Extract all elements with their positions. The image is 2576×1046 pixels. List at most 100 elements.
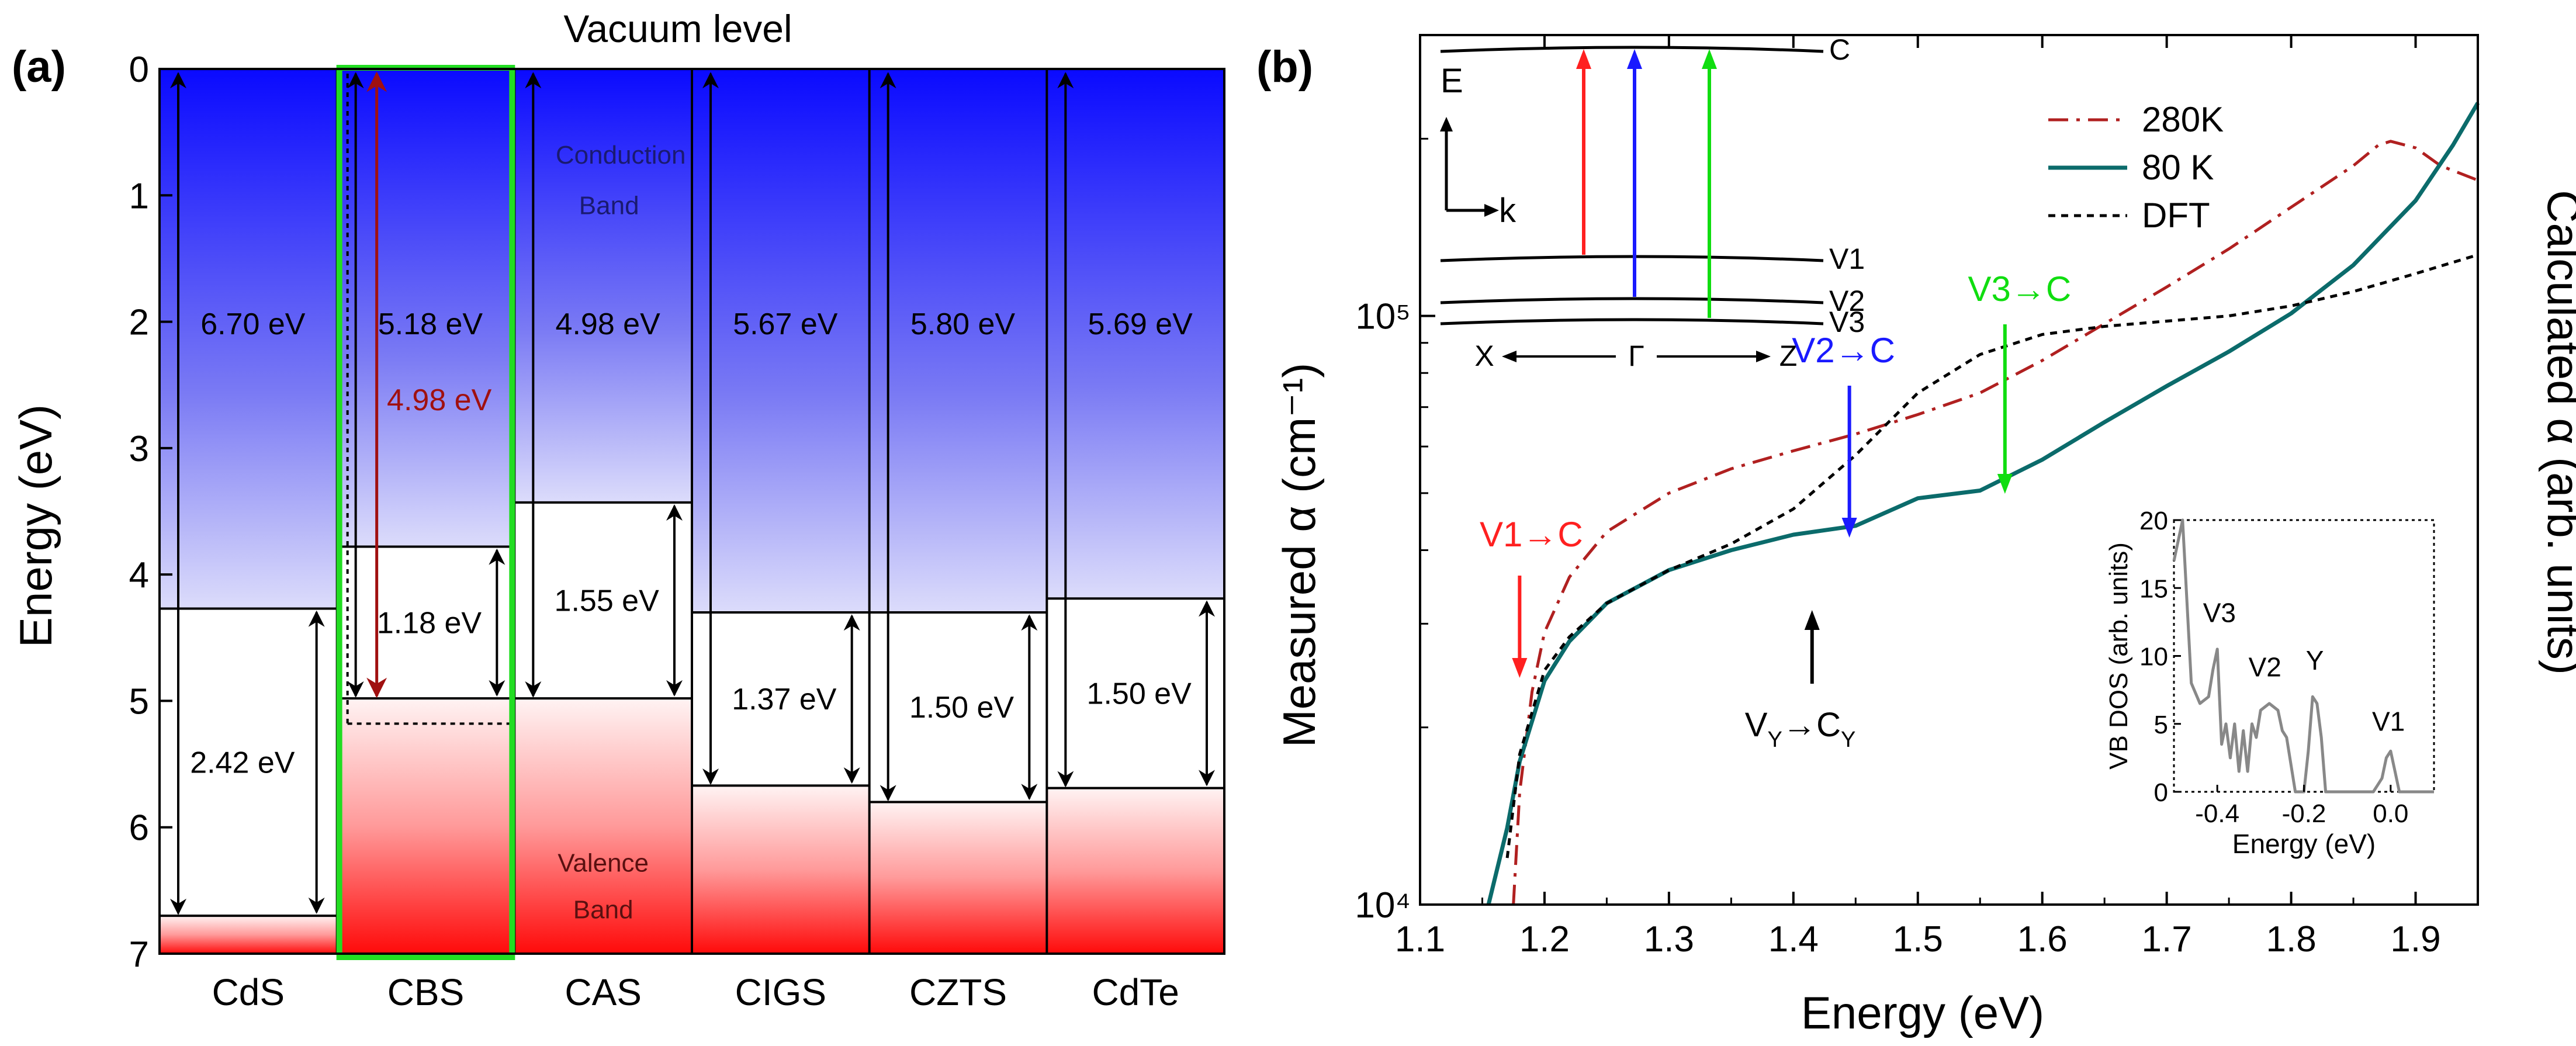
valence-band-region-cas <box>514 698 692 954</box>
panel-b-x-tick-label: 1.6 <box>2017 919 2068 960</box>
panel-a-y-tick-label: 5 <box>129 681 149 722</box>
dos-peak-label-v1: V1 <box>2372 706 2405 736</box>
ionization-label-cds: 6.70 eV <box>200 307 306 341</box>
legend: 280K 80 K DFT <box>2048 100 2224 235</box>
inset-k-label-gamma: Γ <box>1628 340 1644 372</box>
panel-b-left-y-axis-label: Measured α (cm⁻¹) <box>1273 363 1325 747</box>
inset-band-label-v2: V2 <box>1829 285 1865 317</box>
panel-b-x-tick-label: 1.1 <box>1395 919 1445 960</box>
panel-b-frame <box>1419 34 2479 906</box>
inset-band-line-c <box>1440 46 1824 53</box>
panel-b-x-tick-label: 1.5 <box>1893 919 1943 960</box>
ionization-label-czts: 5.80 eV <box>910 307 1016 341</box>
conduction-band-region-cdte <box>1047 69 1224 599</box>
panel-b-x-tick-label: 1.2 <box>1519 919 1570 960</box>
inset-band-line-v1 <box>1440 255 1824 262</box>
panel-b-x-tick-label: 1.7 <box>2142 919 2192 960</box>
conduction-band-region-cigs <box>692 69 870 613</box>
annotation-v2-c: V2→C <box>1792 331 1895 370</box>
series-80k <box>1486 102 2480 905</box>
annotation-part: V <box>1745 706 1768 744</box>
panel-a-y-tick-label: 0 <box>129 50 149 90</box>
dos-x-tick-label: -0.2 <box>2282 799 2326 828</box>
panel-a-y-tick-label: 6 <box>129 808 149 848</box>
panel-a-category-labels: CdS CBS CAS CIGS CZTS CdTe <box>212 971 1179 1013</box>
panel-b-right-y-axis-label: Calculated α (arb. units) <box>2538 190 2576 675</box>
inset-k-axis-arrow-head <box>1484 204 1499 217</box>
inset-band-line-v2 <box>1440 297 1824 304</box>
valence-band-region-cdte <box>1047 788 1224 954</box>
panel-a-label: (a) <box>12 42 66 92</box>
cbs-alt-ionization-label: 4.98 eV <box>387 383 492 417</box>
inset-band-label-c: C <box>1829 33 1850 66</box>
bandgap-label-cbs: 1.18 eV <box>377 606 482 640</box>
inset-e-axis-label: E <box>1441 62 1463 100</box>
subscript: Y <box>1841 728 1855 752</box>
arrow-vy-cy-head <box>1804 610 1820 630</box>
series-dft <box>1505 253 2478 858</box>
panel-b-y-tick-label: 10⁵ <box>1355 297 1411 337</box>
conduction-band-region-czts <box>869 69 1047 613</box>
inset-band-label-v1: V1 <box>1829 243 1865 275</box>
panel-a-y-axis-label: Energy (eV) <box>10 404 61 647</box>
inset-band-line-v3 <box>1440 318 1824 325</box>
legend-label-280k: 280K <box>2142 100 2224 139</box>
panel-b-x-tick-label: 1.3 <box>1644 919 1694 960</box>
inset-k-arrow-right-head <box>1756 351 1771 362</box>
dos-y-tick-label: 0 <box>2154 778 2168 807</box>
dos-y-tick-label: 10 <box>2139 643 2168 671</box>
category-label-cas: CAS <box>565 971 642 1013</box>
dos-y-tick-label: 5 <box>2154 711 2168 739</box>
inset-k-label-x: X <box>1474 340 1494 372</box>
annotation-v1-c: V1→C <box>1480 515 1583 554</box>
panel-a-y-ticks: 0 1 2 3 4 5 6 7 <box>129 50 172 975</box>
ionization-label-cdte: 5.69 eV <box>1088 307 1193 341</box>
panel-a-band-alignment: (a) Vacuum level Energy (eV) 6.70 eV 2.42… <box>10 7 1225 1013</box>
dos-x-tick-label: 0.0 <box>2373 799 2408 828</box>
vacuum-level-title: Vacuum level <box>563 7 792 50</box>
ionization-label-cigs: 5.67 eV <box>733 307 838 341</box>
bandgap-label-cds: 2.42 eV <box>190 746 295 780</box>
conduction-band-label-line1: Conduction <box>556 141 686 169</box>
valence-band-label-line2: Band <box>573 895 633 924</box>
inset-e-axis-arrow-head <box>1440 117 1453 131</box>
inset-band-label-v3: V3 <box>1829 306 1865 338</box>
dos-y-tick-label: 15 <box>2139 574 2168 603</box>
panel-b-x-axis-label: Energy (eV) <box>1801 987 2044 1038</box>
dos-x-tick-label: -0.4 <box>2195 799 2239 828</box>
panel-b-absorption: (b) Measured α (cm⁻¹) Calculated α (arb.… <box>1256 33 2576 1038</box>
panel-a-y-tick-label: 1 <box>129 176 149 216</box>
panel-a-frame <box>158 68 1225 955</box>
dos-x-axis-label: Energy (eV) <box>2232 829 2376 859</box>
dos-peak-label-y: Y <box>2306 645 2324 676</box>
inset-transition-arrow-head-1 <box>1576 49 1591 69</box>
conduction-band-label-line2: Band <box>579 192 639 220</box>
bandgap-label-czts: 1.50 eV <box>909 691 1015 725</box>
arrow-v2-c-head <box>1841 518 1857 538</box>
panel-b-plot: 1.1 1.2 1.3 1.4 1.5 1.6 1.7 1.8 1.9 10⁴ 10⁵ 280K 80 … <box>1355 33 2480 960</box>
conduction-band-region-cds <box>160 69 337 609</box>
panel-b-x-tick-label: 1.8 <box>2266 919 2316 960</box>
bandgap-label-cdte: 1.50 eV <box>1087 677 1192 711</box>
dos-y-tick-label: 20 <box>2139 507 2168 535</box>
valence-band-region-cigs <box>692 785 870 954</box>
ionization-label-cas: 4.98 eV <box>556 307 661 341</box>
dos-peak-label-v3: V3 <box>2203 597 2236 628</box>
legend-label-dft: DFT <box>2142 196 2210 235</box>
ionization-label-cbs: 5.18 eV <box>378 307 483 341</box>
panel-a-plot: 6.70 eV 2.42 eV 5.18 eV 1.18 eV 4.98 eV 1.55 … <box>158 65 1225 960</box>
panel-a-y-tick-label: 3 <box>129 429 149 469</box>
subscript: Y <box>1767 728 1782 752</box>
dos-inset-frame <box>2173 519 2435 793</box>
panel-a-y-tick-label: 7 <box>129 934 149 975</box>
category-label-cbs: CBS <box>387 971 465 1013</box>
dos-y-axis-label: VB DOS (arb. units) <box>2104 542 2133 770</box>
valence-band-region-cds <box>160 916 337 954</box>
annotation-part: C <box>1816 706 1841 744</box>
category-label-cds: CdS <box>212 971 285 1013</box>
conduction-band-region-cas <box>514 69 692 503</box>
arrow-v1-c-head <box>1512 658 1528 678</box>
